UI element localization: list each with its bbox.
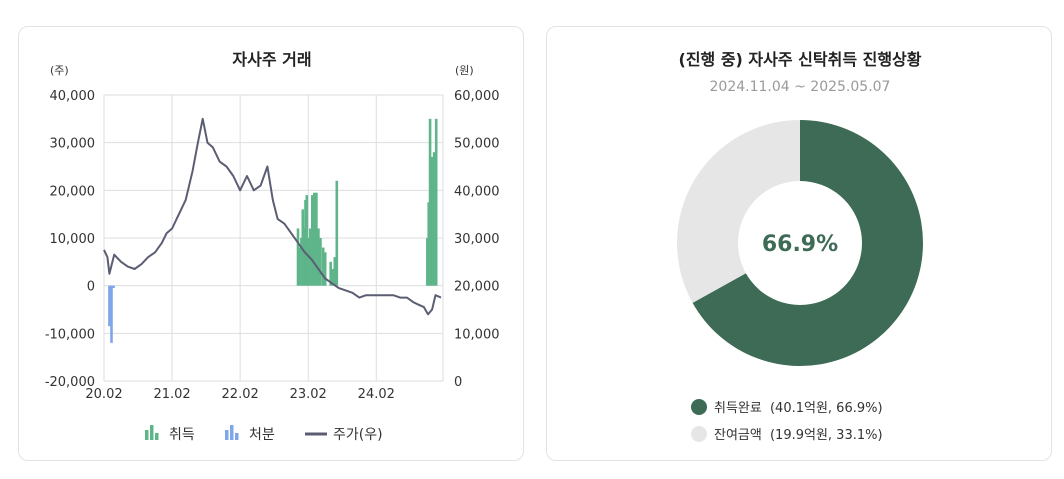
legend-label-buy: 취득 bbox=[169, 427, 195, 443]
right-axis-tick-label: 40,000 bbox=[454, 184, 500, 199]
right-axis-tick-label: 60,000 bbox=[454, 89, 500, 104]
chart-grid bbox=[103, 94, 444, 382]
sell-bar[interactable] bbox=[108, 285, 111, 327]
buy-bar[interactable] bbox=[302, 228, 306, 286]
left-axis-tick-label: 40,000 bbox=[50, 89, 96, 104]
buy-bar[interactable] bbox=[313, 192, 316, 286]
buy-bar[interactable] bbox=[304, 199, 307, 286]
price-line-layer bbox=[103, 117, 442, 316]
legend-detail-remaining: (19.9억원, 33.1%) bbox=[770, 428, 883, 443]
buy-bar[interactable] bbox=[311, 195, 314, 286]
trade-chart: 40,000 60,000 30,000 50,000 20,000 40,000 10,0… bbox=[45, 50, 500, 443]
buy-bar[interactable] bbox=[333, 257, 337, 286]
progress-period: 2024.11.04 ~ 2025.05.07 bbox=[710, 79, 891, 95]
legend-label-sell: 처분 bbox=[249, 427, 275, 443]
buy-bar[interactable] bbox=[298, 247, 301, 286]
progress-donut-chart: (진행 중) 자사주 신탁취득 진행상황 2024.11.04 ~ 2025.0… bbox=[677, 50, 923, 443]
svg-text:취득완료 (40.1억원, 66.9%): 취득완료 (40.1억원, 66.9%) bbox=[714, 401, 883, 416]
buy-bar[interactable] bbox=[426, 238, 429, 286]
buy-bar[interactable] bbox=[319, 238, 322, 286]
legend-item-buy[interactable]: 취득 bbox=[145, 425, 195, 443]
price-line[interactable] bbox=[103, 117, 442, 316]
donut-slice-done[interactable] bbox=[692, 120, 923, 366]
right-axis-tick-label: 10,000 bbox=[454, 327, 500, 342]
svg-text:잔여금액 (19.9억원, 33.1%): 잔여금액 (19.9억원, 33.1%) bbox=[714, 428, 883, 443]
buy-bar[interactable] bbox=[305, 195, 309, 286]
axis-layer: 40,000 60,000 30,000 50,000 20,000 40,000 10,0… bbox=[45, 89, 500, 402]
buy-bar[interactable] bbox=[331, 268, 335, 286]
left-axis-tick-label: 20,000 bbox=[50, 184, 96, 199]
right-axis-tick-label: 20,000 bbox=[454, 280, 500, 295]
legend-detail-done: (40.1억원, 66.9%) bbox=[770, 401, 883, 416]
x-axis-tick-label: 24.02 bbox=[358, 387, 395, 402]
right-axis-tick-label: 50,000 bbox=[454, 137, 500, 152]
bar-chart-icon bbox=[145, 425, 159, 440]
legend: 취득 처분 주가(우) bbox=[145, 425, 383, 443]
left-axis-tick-label: -10,000 bbox=[45, 327, 95, 342]
legend-label-done: 취득완료 bbox=[714, 401, 762, 416]
donut-slice-remaining[interactable] bbox=[677, 120, 800, 303]
trade-chart-card: 40,000 60,000 30,000 50,000 20,000 40,000 10,0… bbox=[18, 26, 524, 461]
donut-center-label: 66.9% bbox=[762, 232, 838, 257]
donut-slices bbox=[677, 120, 923, 366]
left-axis-unit: (주) bbox=[50, 64, 69, 77]
left-axis-tick-label: -20,000 bbox=[45, 375, 95, 390]
legend-item-remaining[interactable]: 잔여금액 (19.9억원, 33.1%) bbox=[691, 426, 883, 443]
buy-bar[interactable] bbox=[428, 118, 432, 286]
buy-bar[interactable] bbox=[329, 261, 332, 286]
sell-bar[interactable] bbox=[110, 285, 113, 343]
buy-bar[interactable] bbox=[317, 228, 320, 286]
donut-legend: 취득완료 (40.1억원, 66.9%) 잔여금액 (19.9억원, 33.1%… bbox=[691, 399, 883, 443]
bar-chart-icon bbox=[225, 425, 239, 440]
chart-title: 자사주 거래 bbox=[232, 50, 311, 69]
legend-dot-done bbox=[691, 399, 707, 415]
x-axis-tick-label: 23.02 bbox=[290, 387, 327, 402]
right-axis-tick-label: 30,000 bbox=[454, 232, 500, 247]
left-axis-tick-label: 0 bbox=[87, 280, 95, 295]
buy-bar[interactable] bbox=[335, 180, 339, 286]
progress-title: (진행 중) 자사주 신탁취득 진행상황 bbox=[679, 50, 922, 69]
x-axis-tick-label: 21.02 bbox=[153, 387, 190, 402]
legend-item-done[interactable]: 취득완료 (40.1억원, 66.9%) bbox=[691, 399, 883, 416]
legend-label-remaining: 잔여금액 bbox=[714, 428, 762, 443]
buy-bar[interactable] bbox=[427, 202, 431, 286]
buy-bar[interactable] bbox=[300, 238, 303, 286]
buy-bar[interactable] bbox=[323, 252, 327, 286]
buy-bar[interactable] bbox=[306, 238, 310, 286]
buy-bar[interactable] bbox=[315, 192, 318, 286]
buy-bar[interactable] bbox=[430, 156, 433, 286]
legend-dot-remaining bbox=[691, 426, 707, 442]
left-axis-tick-label: 10,000 bbox=[50, 232, 96, 247]
legend-label-price: 주가(우) bbox=[333, 427, 383, 443]
left-axis-tick-label: 30,000 bbox=[50, 137, 96, 152]
buy-bar[interactable] bbox=[431, 156, 435, 286]
buy-bar[interactable] bbox=[432, 152, 436, 286]
buy-bar[interactable] bbox=[321, 247, 325, 286]
x-axis-tick-label: 22.02 bbox=[222, 387, 259, 402]
buy-bar[interactable] bbox=[434, 118, 438, 286]
right-axis-unit: (원) bbox=[455, 64, 474, 77]
buy-bar[interactable] bbox=[301, 209, 305, 286]
legend-item-price[interactable]: 주가(우) bbox=[305, 427, 383, 443]
trust-progress-card: (진행 중) 자사주 신탁취득 진행상황 2024.11.04 ~ 2025.0… bbox=[546, 26, 1052, 461]
buy-bar[interactable] bbox=[296, 228, 300, 286]
legend-item-sell[interactable]: 처분 bbox=[225, 425, 275, 443]
sell-bar[interactable] bbox=[112, 285, 115, 289]
x-axis-tick-label: 20.02 bbox=[85, 387, 122, 402]
bar-layer bbox=[108, 118, 438, 343]
right-axis-tick-label: 0 bbox=[454, 375, 462, 390]
